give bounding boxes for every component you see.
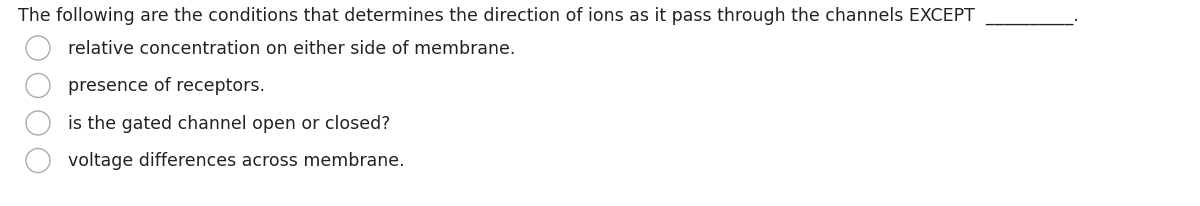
Text: is the gated channel open or closed?: is the gated channel open or closed? (68, 115, 390, 132)
Text: The following are the conditions that determines the direction of ions as it pas: The following are the conditions that de… (18, 7, 1079, 25)
Text: voltage differences across membrane.: voltage differences across membrane. (68, 152, 404, 170)
Text: relative concentration on either side of membrane.: relative concentration on either side of… (68, 40, 515, 58)
Text: presence of receptors.: presence of receptors. (68, 77, 265, 95)
